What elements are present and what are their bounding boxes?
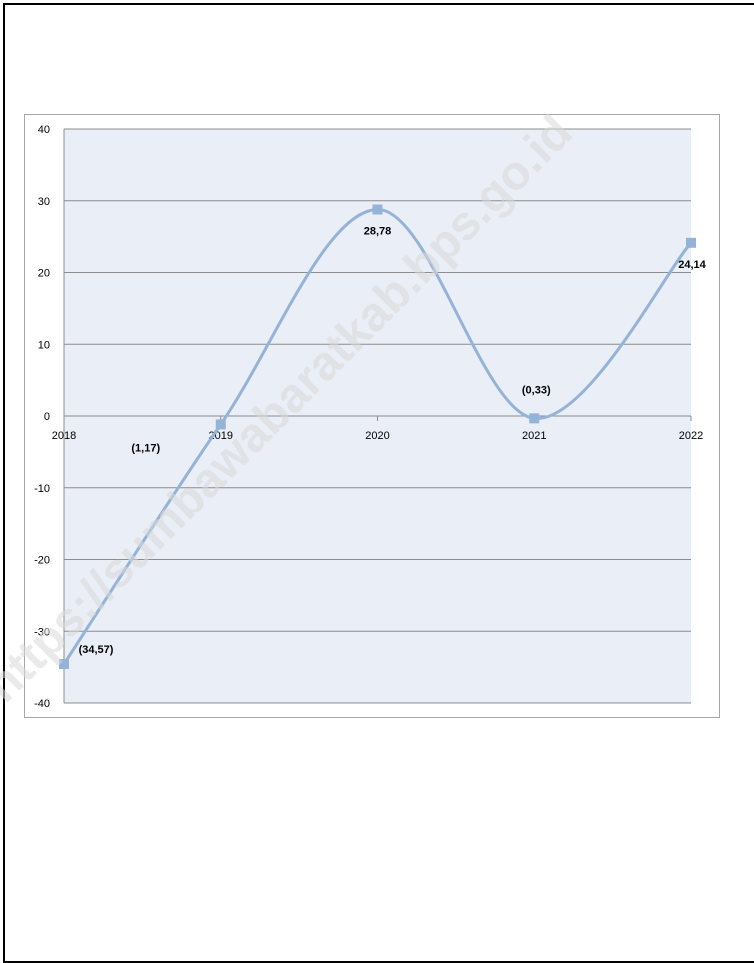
data-marker	[529, 413, 540, 424]
x-tick-label: 2020	[365, 430, 389, 442]
y-tick-label: 20	[38, 268, 50, 280]
y-tick-label: 10	[38, 339, 50, 351]
data-markers	[59, 204, 696, 670]
y-axis-ticks: 40 30 20 10 0 -10 -20 -30 -40	[34, 124, 50, 710]
data-label: 28,78	[364, 226, 392, 238]
data-marker	[59, 659, 69, 670]
x-axis-ticks: 2018 2019 2020 2021 2022	[52, 416, 703, 442]
data-labels: (34,57) (1,17) 28,78 (0,33) 24,14	[79, 226, 707, 657]
x-tick-label: 2021	[522, 430, 546, 442]
x-tick-label: 2022	[679, 430, 703, 442]
data-label: 24,14	[678, 259, 706, 271]
y-tick-label: 40	[38, 124, 50, 136]
data-label: (34,57)	[79, 644, 114, 656]
data-label: (1,17)	[131, 442, 160, 454]
data-label: (0,33)	[522, 384, 551, 396]
data-marker	[215, 419, 226, 430]
data-marker	[686, 237, 696, 248]
y-tick-label: -30	[34, 626, 50, 638]
y-tick-label: -40	[34, 698, 50, 710]
y-tick-label: -20	[34, 555, 50, 567]
data-marker	[372, 204, 383, 215]
y-tick-label: 30	[38, 196, 50, 208]
y-tick-label: 0	[44, 411, 50, 423]
y-tick-label: -10	[34, 483, 50, 495]
x-tick-label: 2018	[52, 430, 76, 442]
